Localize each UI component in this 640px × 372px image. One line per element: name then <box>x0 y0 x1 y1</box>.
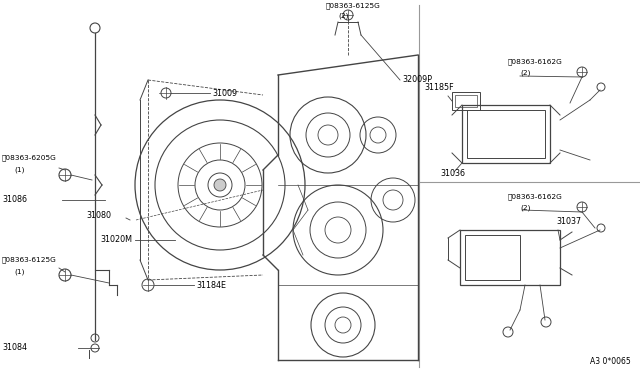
Text: 31084: 31084 <box>2 343 27 353</box>
Text: Ⓝ08363-6162G: Ⓝ08363-6162G <box>508 194 563 200</box>
Text: (1): (1) <box>14 269 24 275</box>
Bar <box>455 95 477 107</box>
Text: (1): (1) <box>14 167 24 173</box>
Text: 31184E: 31184E <box>196 280 226 289</box>
Text: 31080: 31080 <box>86 212 111 221</box>
Text: (2): (2) <box>338 13 349 19</box>
Text: 31185F: 31185F <box>424 83 454 93</box>
Text: Ⓝ08363-6125G: Ⓝ08363-6125G <box>2 257 57 263</box>
Bar <box>460 230 560 285</box>
Bar <box>465 235 520 280</box>
Text: A3 0*0065: A3 0*0065 <box>590 357 631 366</box>
Text: 32009P: 32009P <box>402 76 432 84</box>
Text: Ⓝ08363-6205G: Ⓝ08363-6205G <box>2 155 57 161</box>
Text: (2): (2) <box>520 70 531 76</box>
Text: 31036: 31036 <box>440 169 465 177</box>
Text: (2): (2) <box>520 205 531 211</box>
Text: 31037: 31037 <box>556 218 581 227</box>
Circle shape <box>214 179 226 191</box>
Bar <box>452 92 480 110</box>
Bar <box>462 105 550 163</box>
Text: 31020M: 31020M <box>100 235 132 244</box>
Bar <box>467 110 545 158</box>
Text: 31086: 31086 <box>2 196 27 205</box>
Text: Ⓝ08363-6125G: Ⓝ08363-6125G <box>326 3 381 9</box>
Text: 31009: 31009 <box>212 89 237 97</box>
Text: Ⓝ08363-6162G: Ⓝ08363-6162G <box>508 59 563 65</box>
